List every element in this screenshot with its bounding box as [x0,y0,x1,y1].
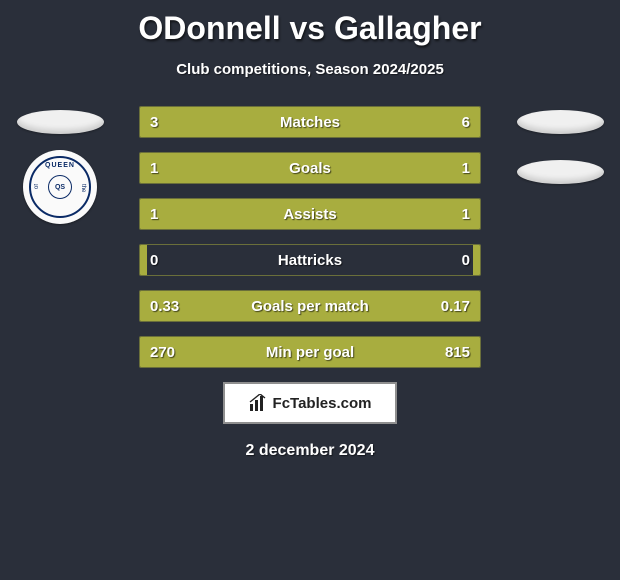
left-player-col: QUEEN of the QS [10,106,110,224]
stat-label: Matches [140,107,480,137]
right-club-badge-placeholder [517,160,604,184]
right-player-silhouette [517,110,604,134]
footer-brand[interactable]: FcTables.com [223,382,397,424]
badge-ring: QUEEN of the QS [29,156,91,218]
badge-center: QS [48,175,72,199]
stat-row: 11Assists [139,198,481,230]
stat-row: 0.330.17Goals per match [139,290,481,322]
stat-row: 11Goals [139,152,481,184]
stat-label: Assists [140,199,480,229]
stat-row: 270815Min per goal [139,336,481,368]
date-caption: 2 december 2024 [0,442,620,460]
stat-label: Goals [140,153,480,183]
stat-label: Goals per match [140,291,480,321]
right-player-col [510,106,610,184]
comparison-bars: 36Matches 11Goals 11Assists 00Hattricks 0.33… [139,106,481,368]
left-club-badge: QUEEN of the QS [23,150,97,224]
comparison-content: QUEEN of the QS 36Matches 11Goals 11Assist… [0,106,620,368]
stat-row: 36Matches [139,106,481,138]
page-title: ODonnell vs Gallagher [0,0,620,47]
footer-brand-text: FcTables.com [273,395,372,412]
badge-text-right: the [80,184,86,192]
badge-text-top: QUEEN [45,162,75,169]
stat-label: Hattricks [140,245,480,275]
badge-text-left: of [34,184,40,189]
left-player-silhouette [17,110,104,134]
subtitle: Club competitions, Season 2024/2025 [0,61,620,78]
stat-label: Min per goal [140,337,480,367]
stat-row: 00Hattricks [139,244,481,276]
chart-icon [249,394,269,412]
